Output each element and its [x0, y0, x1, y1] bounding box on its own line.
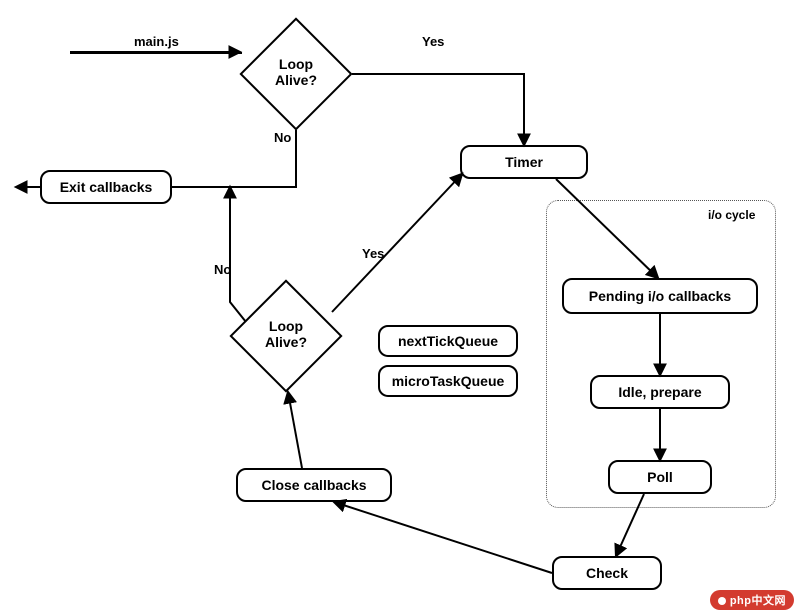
poll-node: Poll: [608, 460, 712, 494]
no1-label: No: [272, 130, 293, 145]
loop-alive-2-diamond: [229, 279, 342, 392]
main-js-label: main.js: [132, 34, 181, 49]
io-cycle-label: i/o cycle: [708, 208, 755, 222]
close-callbacks-node: Close callbacks: [236, 468, 392, 502]
yes1-label: Yes: [420, 34, 446, 49]
nexttick-node: nextTickQueue: [378, 325, 518, 357]
watermark-dot-icon: [718, 597, 726, 605]
check-node: Check: [552, 556, 662, 590]
idle-prepare-node: Idle, prepare: [590, 375, 730, 409]
no2-label: No: [212, 262, 233, 277]
watermark-text: php中文网: [730, 595, 786, 607]
main-js-underline: [70, 52, 242, 54]
pending-io-node: Pending i/o callbacks: [562, 278, 758, 314]
exit-callbacks-node: Exit callbacks: [40, 170, 172, 204]
yes2-label: Yes: [360, 246, 386, 261]
loop-alive-1-diamond: [239, 17, 352, 130]
watermark: php中文网: [710, 590, 794, 610]
timer-node: Timer: [460, 145, 588, 179]
microtask-node: microTaskQueue: [378, 365, 518, 397]
